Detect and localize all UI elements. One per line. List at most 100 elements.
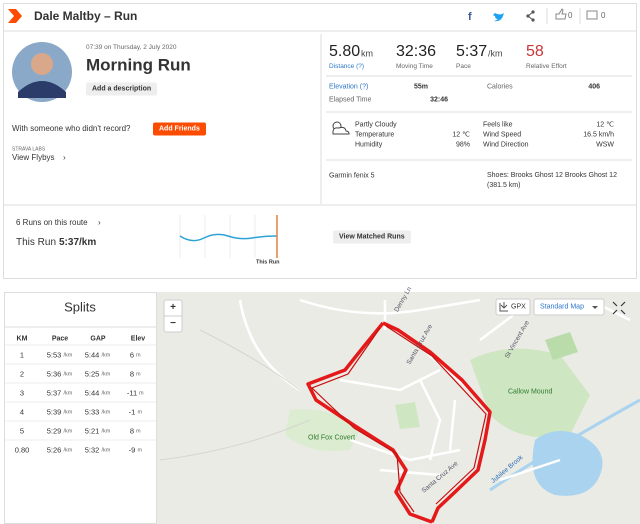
route-chart (179, 215, 278, 258)
split-value: 4 (19, 407, 25, 417)
weather-text: Wind Speed (483, 131, 522, 139)
weather-text: 98% (455, 141, 470, 149)
splits-panel (4, 292, 157, 524)
split-unit: /km (63, 409, 73, 416)
zoom-out[interactable]: − (170, 318, 176, 329)
split-value: 5:37 (46, 388, 62, 398)
stat-name: Calories (487, 83, 513, 91)
split-unit: /km (63, 447, 73, 454)
split-unit: /km (63, 352, 73, 359)
activity-name: Morning Run (86, 55, 191, 75)
column-header: Pace (51, 335, 69, 343)
activity-datetime: 07:39 on Thursday, 2 July 2020 (86, 43, 177, 51)
column-header: Elev (130, 335, 146, 343)
add-friends-button[interactable]: Add Friends (153, 122, 206, 136)
split-unit: /km (63, 371, 73, 378)
stat-name[interactable]: Elevation (?) (329, 83, 369, 91)
split-value: 1 (19, 350, 25, 360)
split-unit: m (137, 409, 143, 416)
route-count[interactable]: 6 Runs on this route (16, 218, 88, 227)
column-header: GAP (90, 335, 106, 343)
split-unit: m (136, 352, 141, 359)
facebook-icon[interactable]: f (468, 11, 472, 23)
split-value: 8 (129, 369, 135, 379)
weather-text: 12 ℃ (452, 131, 470, 139)
friends-prompt: With someone who didn't record? (12, 124, 131, 133)
kudos-icon[interactable] (555, 8, 567, 20)
split-unit: /km (63, 390, 73, 397)
split-value: 5:44 (84, 388, 100, 398)
stat-value: 406 (588, 83, 600, 91)
fullscreen-icon[interactable] (612, 301, 626, 315)
split-value: 5:32 (84, 445, 100, 455)
weather-text: Humidity (355, 141, 383, 149)
stat-label: Relative Effort (526, 62, 567, 70)
stat-label: Pace (456, 62, 471, 70)
split-value: 5:39 (46, 407, 62, 417)
labs-label: STRAVA LABS (12, 146, 46, 153)
zoom-in[interactable]: + (170, 302, 176, 313)
weather-text: Feels like (483, 121, 513, 129)
twitter-icon[interactable] (493, 13, 504, 22)
gpx-link[interactable]: GPX (511, 303, 526, 311)
weather-text: 12 ℃ (596, 121, 614, 129)
stat-value: 32:36 (396, 43, 437, 60)
weather-text: Wind Direction (483, 141, 529, 149)
avatar-face (31, 53, 53, 75)
share-icon[interactable] (526, 10, 535, 22)
map-label: Callow Mound (508, 388, 553, 396)
split-value: -9 (128, 445, 136, 455)
stat-label: Moving Time (396, 62, 433, 70)
splits-title: Splits (64, 299, 96, 315)
chevron: › (98, 218, 101, 227)
split-unit: /km (101, 390, 111, 397)
this-run-label: This Run (16, 237, 57, 248)
split-value: 3 (19, 388, 25, 398)
stat-label[interactable]: Distance (?) (329, 62, 365, 70)
map-label: Old Fox Covert (308, 434, 356, 442)
add-description-button[interactable]: Add a description (86, 82, 158, 96)
comment-icon[interactable] (586, 10, 598, 20)
stat-value: 58 (526, 43, 544, 60)
view-matched-runs-button[interactable]: View Matched Runs (333, 230, 411, 244)
split-value: -11 (126, 388, 138, 398)
weather-text: Partly Cloudy (355, 121, 397, 129)
shoes: Shoes: Brooks Ghost 12 Brooks Ghost 12 (… (487, 172, 617, 189)
weather-text: 16.5 km/h (583, 131, 614, 139)
split-value: 5:33 (84, 407, 100, 417)
activity-card (3, 3, 637, 279)
split-unit: /km (101, 371, 111, 378)
this-run-pace: 5:37/km (59, 237, 97, 248)
weather-text: Temperature (355, 131, 395, 139)
split-value: 0.80 (14, 445, 30, 455)
split-value: 5:44 (84, 350, 100, 360)
split-value: 5:53 (46, 350, 62, 360)
activity-title: Dale Maltby – Run (34, 9, 138, 23)
split-value: 5:25 (84, 369, 100, 379)
split-unit: m (137, 447, 143, 454)
device: Garmin fenix 5 (329, 172, 375, 180)
avatar-body (18, 81, 66, 98)
map-style[interactable]: Standard Map (540, 303, 584, 311)
split-unit: /km (63, 428, 73, 435)
split-value: 6 (129, 350, 135, 360)
split-value: 5:36 (46, 369, 62, 379)
map-style-button[interactable] (533, 298, 605, 316)
stat-unit: km (361, 48, 373, 59)
view-flybys-link[interactable]: View Flybys (12, 153, 55, 162)
split-value: 5:29 (46, 426, 62, 436)
stat-name: Elapsed Time (329, 96, 372, 104)
stat-unit: /km (488, 48, 503, 59)
split-unit: /km (101, 409, 111, 416)
split-unit: /km (101, 352, 111, 359)
split-unit: m (139, 390, 144, 397)
split-unit: /km (101, 447, 111, 454)
kudos-count: 0 (568, 11, 573, 20)
map[interactable] (157, 292, 640, 524)
strava-icon (8, 9, 22, 23)
stat-value: 55m (413, 83, 428, 91)
split-value: 2 (19, 369, 25, 379)
split-unit: /km (101, 428, 111, 435)
